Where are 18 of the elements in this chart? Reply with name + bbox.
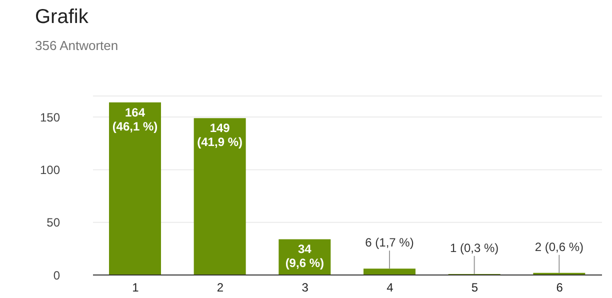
chart-title: Grafik bbox=[35, 6, 88, 29]
y-tick-label: 50 bbox=[46, 216, 60, 230]
data-label: 164 (46,1 %) bbox=[112, 105, 158, 134]
x-tick-label: 2 bbox=[216, 280, 224, 295]
y-tick-label: 150 bbox=[40, 110, 60, 124]
data-label: 149 (41,9 %) bbox=[197, 121, 243, 150]
data-label: 6 (1,7 %) bbox=[365, 236, 414, 250]
data-label: 34 (9,6 %) bbox=[285, 242, 324, 270]
x-tick-label: 3 bbox=[302, 280, 309, 295]
x-tick-label: 6 bbox=[556, 280, 564, 295]
data-label: 2 (0,6 %) bbox=[534, 240, 584, 254]
x-tick-label: 1 bbox=[132, 280, 140, 295]
y-tick-label: 100 bbox=[40, 162, 60, 177]
y-tick-label: 0 bbox=[53, 268, 60, 282]
data-label: 1 (0,3 %) bbox=[450, 240, 499, 255]
x-tick-label: 5 bbox=[471, 280, 478, 295]
x-tick-label: 4 bbox=[386, 280, 394, 295]
chart-subtitle: 356 Antworten bbox=[35, 38, 118, 53]
